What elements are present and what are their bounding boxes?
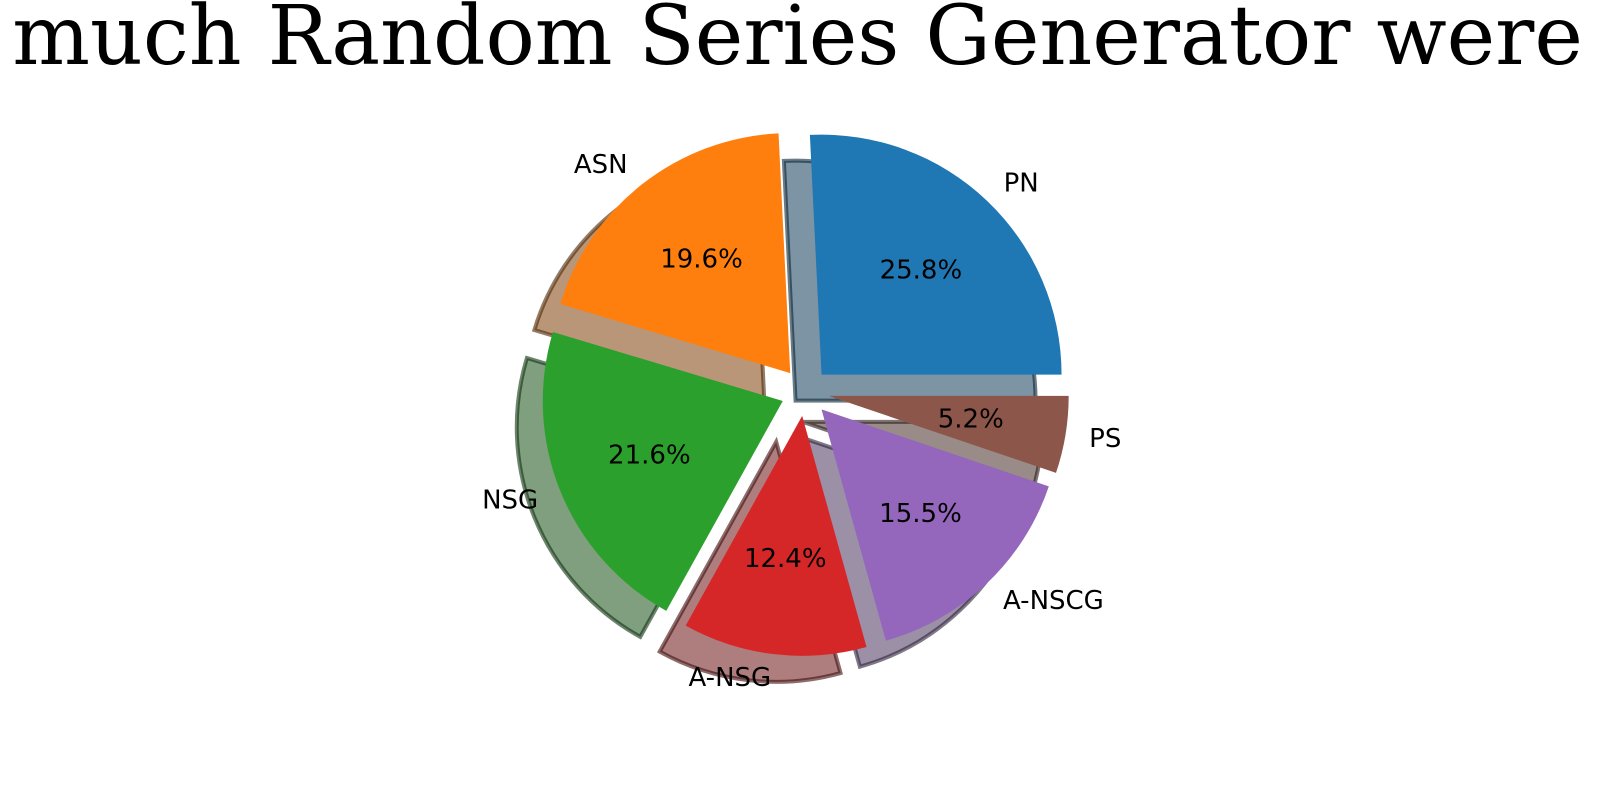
pie-labels: 25.8% PN 19.6% ASN 21.6% NSG 12.4% A-NSG 15.5% A-… [482, 150, 1121, 693]
slice-ps [828, 395, 1069, 473]
slice-a-nsg [685, 415, 867, 656]
pct-label-a-nscg: 15.5% [879, 499, 962, 529]
slice-asn [560, 133, 791, 374]
pct-label-pn: 25.8% [880, 255, 963, 285]
pct-label-a-nsg: 12.4% [744, 544, 827, 574]
pct-label-nsg: 21.6% [608, 440, 691, 470]
category-label-asn: ASN [574, 150, 628, 180]
slice-a-nscg [821, 409, 1049, 641]
category-label-nsg: NSG [482, 485, 538, 515]
slice-nsg [542, 331, 783, 611]
pie-slices [542, 133, 1069, 656]
category-label-a-nscg: A-NSCG [1003, 586, 1104, 616]
chart-title: How much Random Series Generator were us… [0, 0, 1600, 84]
category-label-a-nsg: A-NSG [688, 663, 771, 693]
category-label-ps: PS [1089, 424, 1121, 454]
pct-label-asn: 19.6% [660, 245, 743, 275]
pct-label-ps: 5.2% [938, 404, 1004, 434]
category-label-pn: PN [1004, 168, 1039, 198]
slice-pn [809, 134, 1062, 375]
